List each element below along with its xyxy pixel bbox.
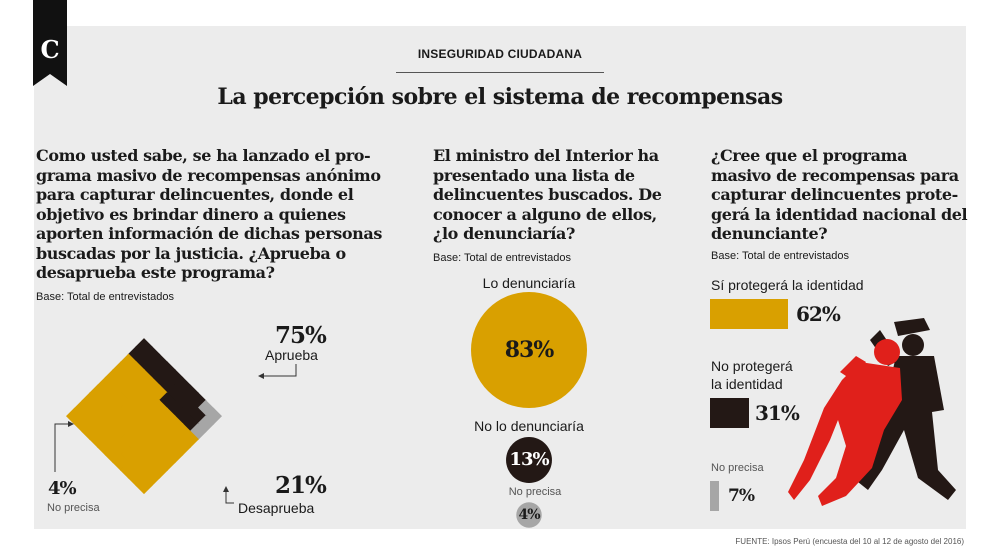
question-2: El ministro del Interior ha presentado u… xyxy=(433,146,662,244)
question-3-line: capturar delincuentes prote- xyxy=(711,185,958,204)
suspect-figure xyxy=(788,339,902,506)
protect-label: Sí protegerá la identidad xyxy=(711,277,864,293)
bubble-unsure xyxy=(516,502,542,528)
question-1-line: buscadas por la justicia. ¿Aprueba o xyxy=(36,243,346,263)
source-note: FUENTE: Ipsos Perú (encuesta del 10 al 1… xyxy=(735,537,964,546)
newspaper-logo: C xyxy=(33,0,67,86)
question-1-line: Como usted sabe, se ha lanzado el pro- xyxy=(36,146,371,165)
question-1-line: desaprueba este programa? xyxy=(36,263,275,282)
question-2-line: presentado una lista de xyxy=(433,165,635,185)
question-1-line: para capturar delincuentes, donde el xyxy=(36,185,354,204)
disapprove-label: Desaprueba xyxy=(238,500,315,516)
approve-value: 75% xyxy=(275,322,327,349)
question-3-line: gerá la identidad nacional del xyxy=(711,204,968,224)
question-2-line: conocer a alguno de ellos, xyxy=(433,204,657,224)
unsure-2-value: 4% xyxy=(518,507,540,523)
not-protect-value: 31% xyxy=(755,401,800,425)
waffle-cell-yes xyxy=(135,476,153,495)
section-tag: INSEGURIDAD CIUDADANA xyxy=(417,47,583,61)
question-1-line: objetivo es brindar dinero a quienes xyxy=(36,204,346,224)
question-3-line: denunciante? xyxy=(711,224,828,243)
no-report-label: No lo denunciaría xyxy=(474,418,584,434)
unsure-3-value: 7% xyxy=(728,486,755,506)
unsure-3-label: No precisa xyxy=(711,462,764,474)
question-2-line: El ministro del Interior ha xyxy=(433,146,659,165)
report-value: 83% xyxy=(504,337,555,363)
question-3-line: masivo de recompensas para xyxy=(711,165,959,185)
section-divider xyxy=(396,72,604,73)
unsure-2-label: No precisa xyxy=(508,486,562,498)
bubble-no-report xyxy=(506,437,552,483)
question-2-line: delincuentes buscados. De xyxy=(433,185,662,204)
unsure-1-value: 4% xyxy=(48,478,77,499)
bar-unsure xyxy=(710,481,719,511)
page-title: La percepción sobre el sistema de recomp… xyxy=(217,84,783,110)
base-note-2: Base: Total de entrevistados xyxy=(433,252,571,264)
bar-not-protect xyxy=(710,398,749,428)
no-report-value: 13% xyxy=(509,449,549,470)
bubble-report xyxy=(471,292,587,408)
base-note-3: Base: Total de entrevistados xyxy=(711,250,849,262)
question-3: ¿Cree que el programa masivo de recompen… xyxy=(711,146,968,244)
disapprove-value: 21% xyxy=(275,472,327,499)
question-1-line: grama masivo de recompensas anónimo xyxy=(36,165,381,185)
question-1-line: aporten información de dichas personas xyxy=(36,224,382,243)
logo-letter: C xyxy=(40,35,59,64)
question-2-line: ¿lo denunciaría? xyxy=(433,224,575,243)
unsure-1-label: No precisa xyxy=(47,502,100,514)
bar-protect xyxy=(710,299,788,329)
not-protect-label-line: la identidad xyxy=(711,376,783,392)
not-protect-label-line: No protegerá xyxy=(711,358,793,374)
question-1: Como usted sabe, se ha lanzado el pro- g… xyxy=(36,146,382,283)
base-note-1: Base: Total de entrevistados xyxy=(36,291,174,303)
question-3-line: ¿Cree que el programa xyxy=(711,146,908,165)
approve-label: Aprueba xyxy=(265,347,318,363)
report-label: Lo denunciaría xyxy=(482,275,576,291)
protect-value: 62% xyxy=(796,302,841,326)
